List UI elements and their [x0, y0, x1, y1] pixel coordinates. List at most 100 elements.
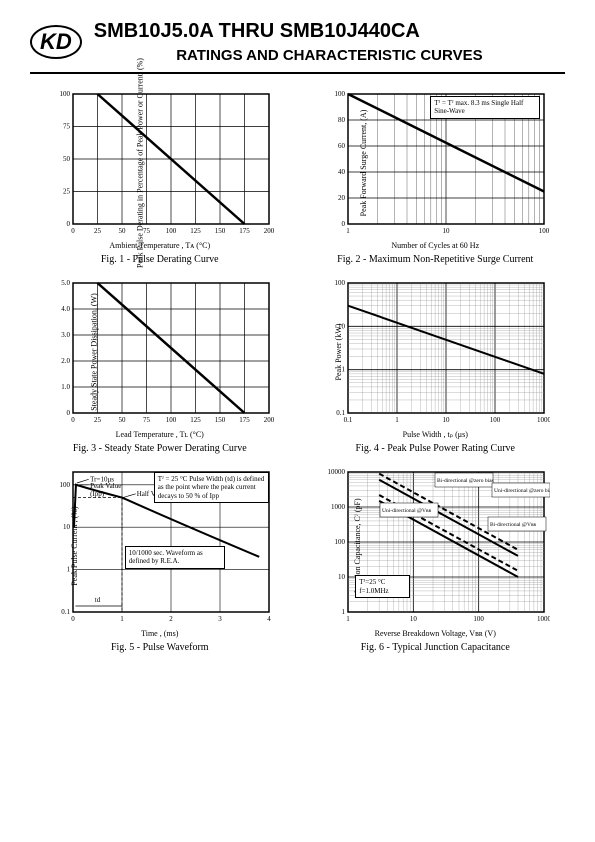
svg-text:40: 40 [338, 168, 346, 176]
fig5-xlabel: Time , (ms) [141, 629, 178, 638]
svg-text:100: 100 [166, 416, 177, 424]
fig6-caption: Fig. 6 - Typical Junction Capacitance [361, 642, 510, 653]
divider [30, 72, 565, 74]
fig6-xlabel: Reverse Breakdown Voltage, Vʙʀ (V) [375, 629, 496, 638]
svg-text:1000: 1000 [537, 615, 550, 623]
fig6: Junction Capacitance, Cᴶ (pF) 1101001000… [306, 466, 566, 653]
svg-text:100: 100 [59, 90, 70, 98]
svg-text:20: 20 [338, 194, 346, 202]
fig3-chart: Steady State Power Dissipation, (W) 0255… [45, 277, 275, 427]
fig4-ylabel: Peak Power (kW) [334, 324, 343, 381]
fig3: Steady State Power Dissipation, (W) 0255… [30, 277, 290, 454]
svg-text:100: 100 [539, 227, 550, 235]
svg-text:4.0: 4.0 [61, 305, 70, 313]
svg-text:(Ipp): (Ipp) [90, 490, 105, 498]
svg-text:10: 10 [63, 523, 71, 531]
svg-text:100: 100 [335, 90, 346, 98]
svg-text:1: 1 [347, 615, 351, 623]
fig2-xlabel: Number of Cycles at 60 Hz [391, 241, 479, 250]
svg-text:0.1: 0.1 [337, 409, 346, 417]
svg-text:60: 60 [338, 142, 346, 150]
svg-text:25: 25 [94, 227, 102, 235]
svg-text:75: 75 [63, 123, 71, 131]
fig5-ylabel: Peak Pulse Current , (%) [70, 506, 79, 585]
svg-text:100: 100 [335, 279, 346, 287]
svg-text:Uni-directional @Vʙʀ: Uni-directional @Vʙʀ [382, 508, 432, 514]
svg-text:10: 10 [443, 416, 451, 424]
fig1-xlabel: Ambient Temperature , Tᴀ (°C) [109, 241, 210, 250]
svg-text:125: 125 [190, 227, 201, 235]
svg-text:0.1: 0.1 [61, 608, 70, 616]
fig2-caption: Fig. 2 - Maximum Non-Repetitive Surge Cu… [337, 254, 533, 265]
page-header: KD SMB10J5.0A THRU SMB10J440CA RATINGS A… [30, 20, 565, 64]
svg-text:0: 0 [71, 416, 75, 424]
svg-text:td: td [95, 596, 101, 604]
svg-text:4: 4 [267, 615, 271, 623]
svg-text:25: 25 [63, 188, 71, 196]
svg-text:10: 10 [338, 573, 346, 581]
logo: KD [30, 25, 82, 59]
svg-text:0: 0 [71, 615, 75, 623]
fig1: Peak Pulse Derating in Percentage of Pea… [30, 88, 290, 265]
svg-text:3: 3 [218, 615, 222, 623]
fig5-chart: Peak Pulse Current , (%) 012340.1110100t… [45, 466, 275, 626]
fig2-note: Tᴶ = Tᴶ max. 8.3 ms Single Half Sine-Wav… [430, 96, 540, 119]
fig4-xlabel: Pulse Width , tₚ (μs) [403, 430, 468, 439]
page-subtitle: RATINGS AND CHARACTERISTIC CURVES [94, 47, 565, 64]
svg-text:150: 150 [215, 227, 226, 235]
svg-text:1: 1 [396, 416, 400, 424]
fig4-chart: Peak Power (kW) 0.111010010000.1110100 [320, 277, 550, 427]
svg-text:50: 50 [63, 155, 71, 163]
svg-text:0: 0 [66, 220, 70, 228]
svg-text:0: 0 [71, 227, 75, 235]
svg-text:125: 125 [190, 416, 201, 424]
fig5-rea: 10/1000 sec. Waveform as defined by R.E.… [125, 546, 225, 569]
svg-text:10000: 10000 [328, 468, 346, 476]
svg-text:175: 175 [239, 227, 250, 235]
fig3-xlabel: Lead Temperature , Tʟ (°C) [116, 430, 204, 439]
svg-text:50: 50 [118, 227, 126, 235]
svg-text:100: 100 [59, 481, 70, 489]
svg-text:1000: 1000 [537, 416, 550, 424]
svg-text:10: 10 [443, 227, 451, 235]
fig3-ylabel: Steady State Power Dissipation, (W) [89, 293, 98, 411]
fig2-chart: Peak Forward Surge Current, (A) 11010002… [320, 88, 550, 238]
fig5-note: Tᴶ = 25 °C Pulse Width (td) is defined a… [154, 472, 269, 503]
fig4: Peak Power (kW) 0.111010010000.1110100 P… [306, 277, 566, 454]
svg-text:2.0: 2.0 [61, 357, 70, 365]
svg-text:5.0: 5.0 [61, 279, 70, 287]
fig6-note: Tᴶ=25 °C f=1.0MHz [355, 575, 410, 598]
fig5-caption: Fig. 5 - Pulse Waveform [111, 642, 209, 653]
svg-text:100: 100 [474, 615, 485, 623]
svg-text:100: 100 [166, 227, 177, 235]
fig2-ylabel: Peak Forward Surge Current, (A) [359, 110, 368, 217]
svg-text:0.1: 0.1 [344, 416, 353, 424]
svg-text:Uni-directional @zero bias: Uni-directional @zero bias [494, 488, 550, 494]
svg-text:150: 150 [215, 416, 226, 424]
fig5: Peak Pulse Current , (%) 012340.1110100t… [30, 466, 290, 653]
svg-text:3.0: 3.0 [61, 331, 70, 339]
svg-text:1.0: 1.0 [61, 383, 70, 391]
fig3-caption: Fig. 3 - Steady State Power Derating Cur… [73, 443, 247, 454]
svg-text:100: 100 [335, 538, 346, 546]
svg-text:175: 175 [239, 416, 250, 424]
svg-text:Bi-directional @Vʙʀ: Bi-directional @Vʙʀ [490, 522, 537, 528]
fig1-chart: Peak Pulse Derating in Percentage of Pea… [45, 88, 275, 238]
figure-grid: Peak Pulse Derating in Percentage of Pea… [30, 88, 565, 653]
svg-text:100: 100 [490, 416, 501, 424]
svg-text:0: 0 [66, 409, 70, 417]
svg-text:200: 200 [264, 227, 275, 235]
fig1-ylabel: Peak Pulse Derating in Percentage of Pea… [135, 58, 144, 268]
fig4-caption: Fig. 4 - Peak Pulse Power Rating Curve [356, 443, 515, 454]
svg-text:75: 75 [143, 416, 151, 424]
svg-text:0: 0 [342, 220, 346, 228]
fig6-chart: Junction Capacitance, Cᴶ (pF) 1101001000… [320, 466, 550, 626]
svg-text:80: 80 [338, 116, 346, 124]
svg-text:1000: 1000 [331, 503, 346, 511]
fig1-caption: Fig. 1 - Pulse Derating Curve [101, 254, 219, 265]
fig2: Peak Forward Surge Current, (A) 11010002… [306, 88, 566, 265]
page-title: SMB10J5.0A THRU SMB10J440CA [94, 20, 565, 43]
title-block: SMB10J5.0A THRU SMB10J440CA RATINGS AND … [94, 20, 565, 64]
svg-text:Bi-directional @zero bias: Bi-directional @zero bias [437, 478, 494, 484]
svg-text:50: 50 [118, 416, 126, 424]
